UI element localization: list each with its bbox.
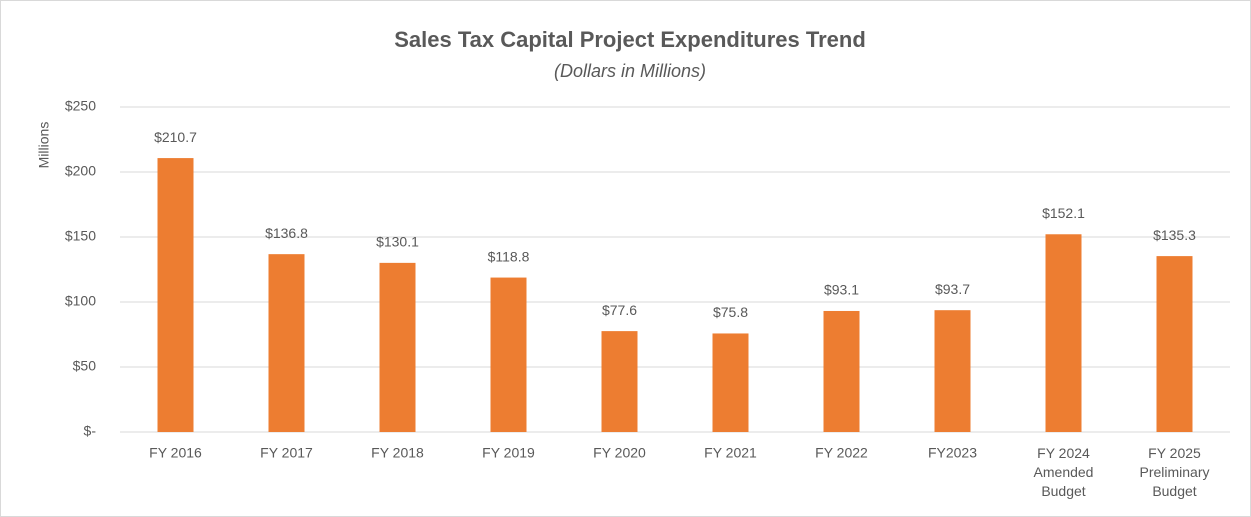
x-tick-label: FY 2016 [149, 445, 202, 461]
y-tick-label: $- [84, 423, 97, 439]
bar [712, 333, 749, 432]
bar [1045, 234, 1082, 432]
y-tick-label: $50 [73, 358, 97, 374]
data-label: $135.3 [1153, 227, 1196, 243]
data-label: $118.8 [488, 248, 530, 264]
y-tick-label: $150 [65, 228, 96, 244]
y-axis-title: Millions [36, 122, 52, 169]
data-label: $93.1 [824, 282, 859, 298]
chart-title: Sales Tax Capital Project Expenditures T… [394, 27, 866, 52]
bar [934, 310, 971, 432]
bar [268, 254, 305, 432]
x-tick-label: FY 2021 [704, 445, 757, 461]
x-tick-label: FY 2025 Preliminary Budget [1139, 445, 1209, 499]
data-label: $210.7 [154, 129, 197, 145]
bar [1156, 256, 1193, 432]
data-label: $130.1 [376, 234, 419, 250]
x-tick-label: FY 2019 [482, 445, 535, 461]
data-label: $136.8 [265, 225, 308, 241]
y-tick-label: $250 [65, 98, 96, 114]
x-tick-label: FY 2018 [371, 445, 424, 461]
x-tick-label: FY 2020 [593, 445, 646, 461]
bar [490, 277, 527, 432]
data-label: $75.8 [713, 304, 748, 320]
data-label: $152.1 [1042, 205, 1085, 221]
x-tick-label: FY 2017 [260, 445, 313, 461]
bar [823, 310, 860, 432]
bar [601, 331, 638, 432]
bar [157, 158, 194, 432]
x-tick-label: FY 2024 Amended Budget [1034, 445, 1094, 499]
y-tick-label: $200 [65, 163, 96, 179]
x-tick-label: FY2023 [928, 445, 977, 461]
x-tick-label: FY 2022 [815, 445, 868, 461]
y-tick-label: $100 [65, 293, 96, 309]
data-label: $93.7 [935, 281, 970, 297]
data-label: $77.6 [602, 302, 637, 318]
bar [379, 262, 416, 432]
chart-subtitle: (Dollars in Millions) [554, 61, 706, 81]
